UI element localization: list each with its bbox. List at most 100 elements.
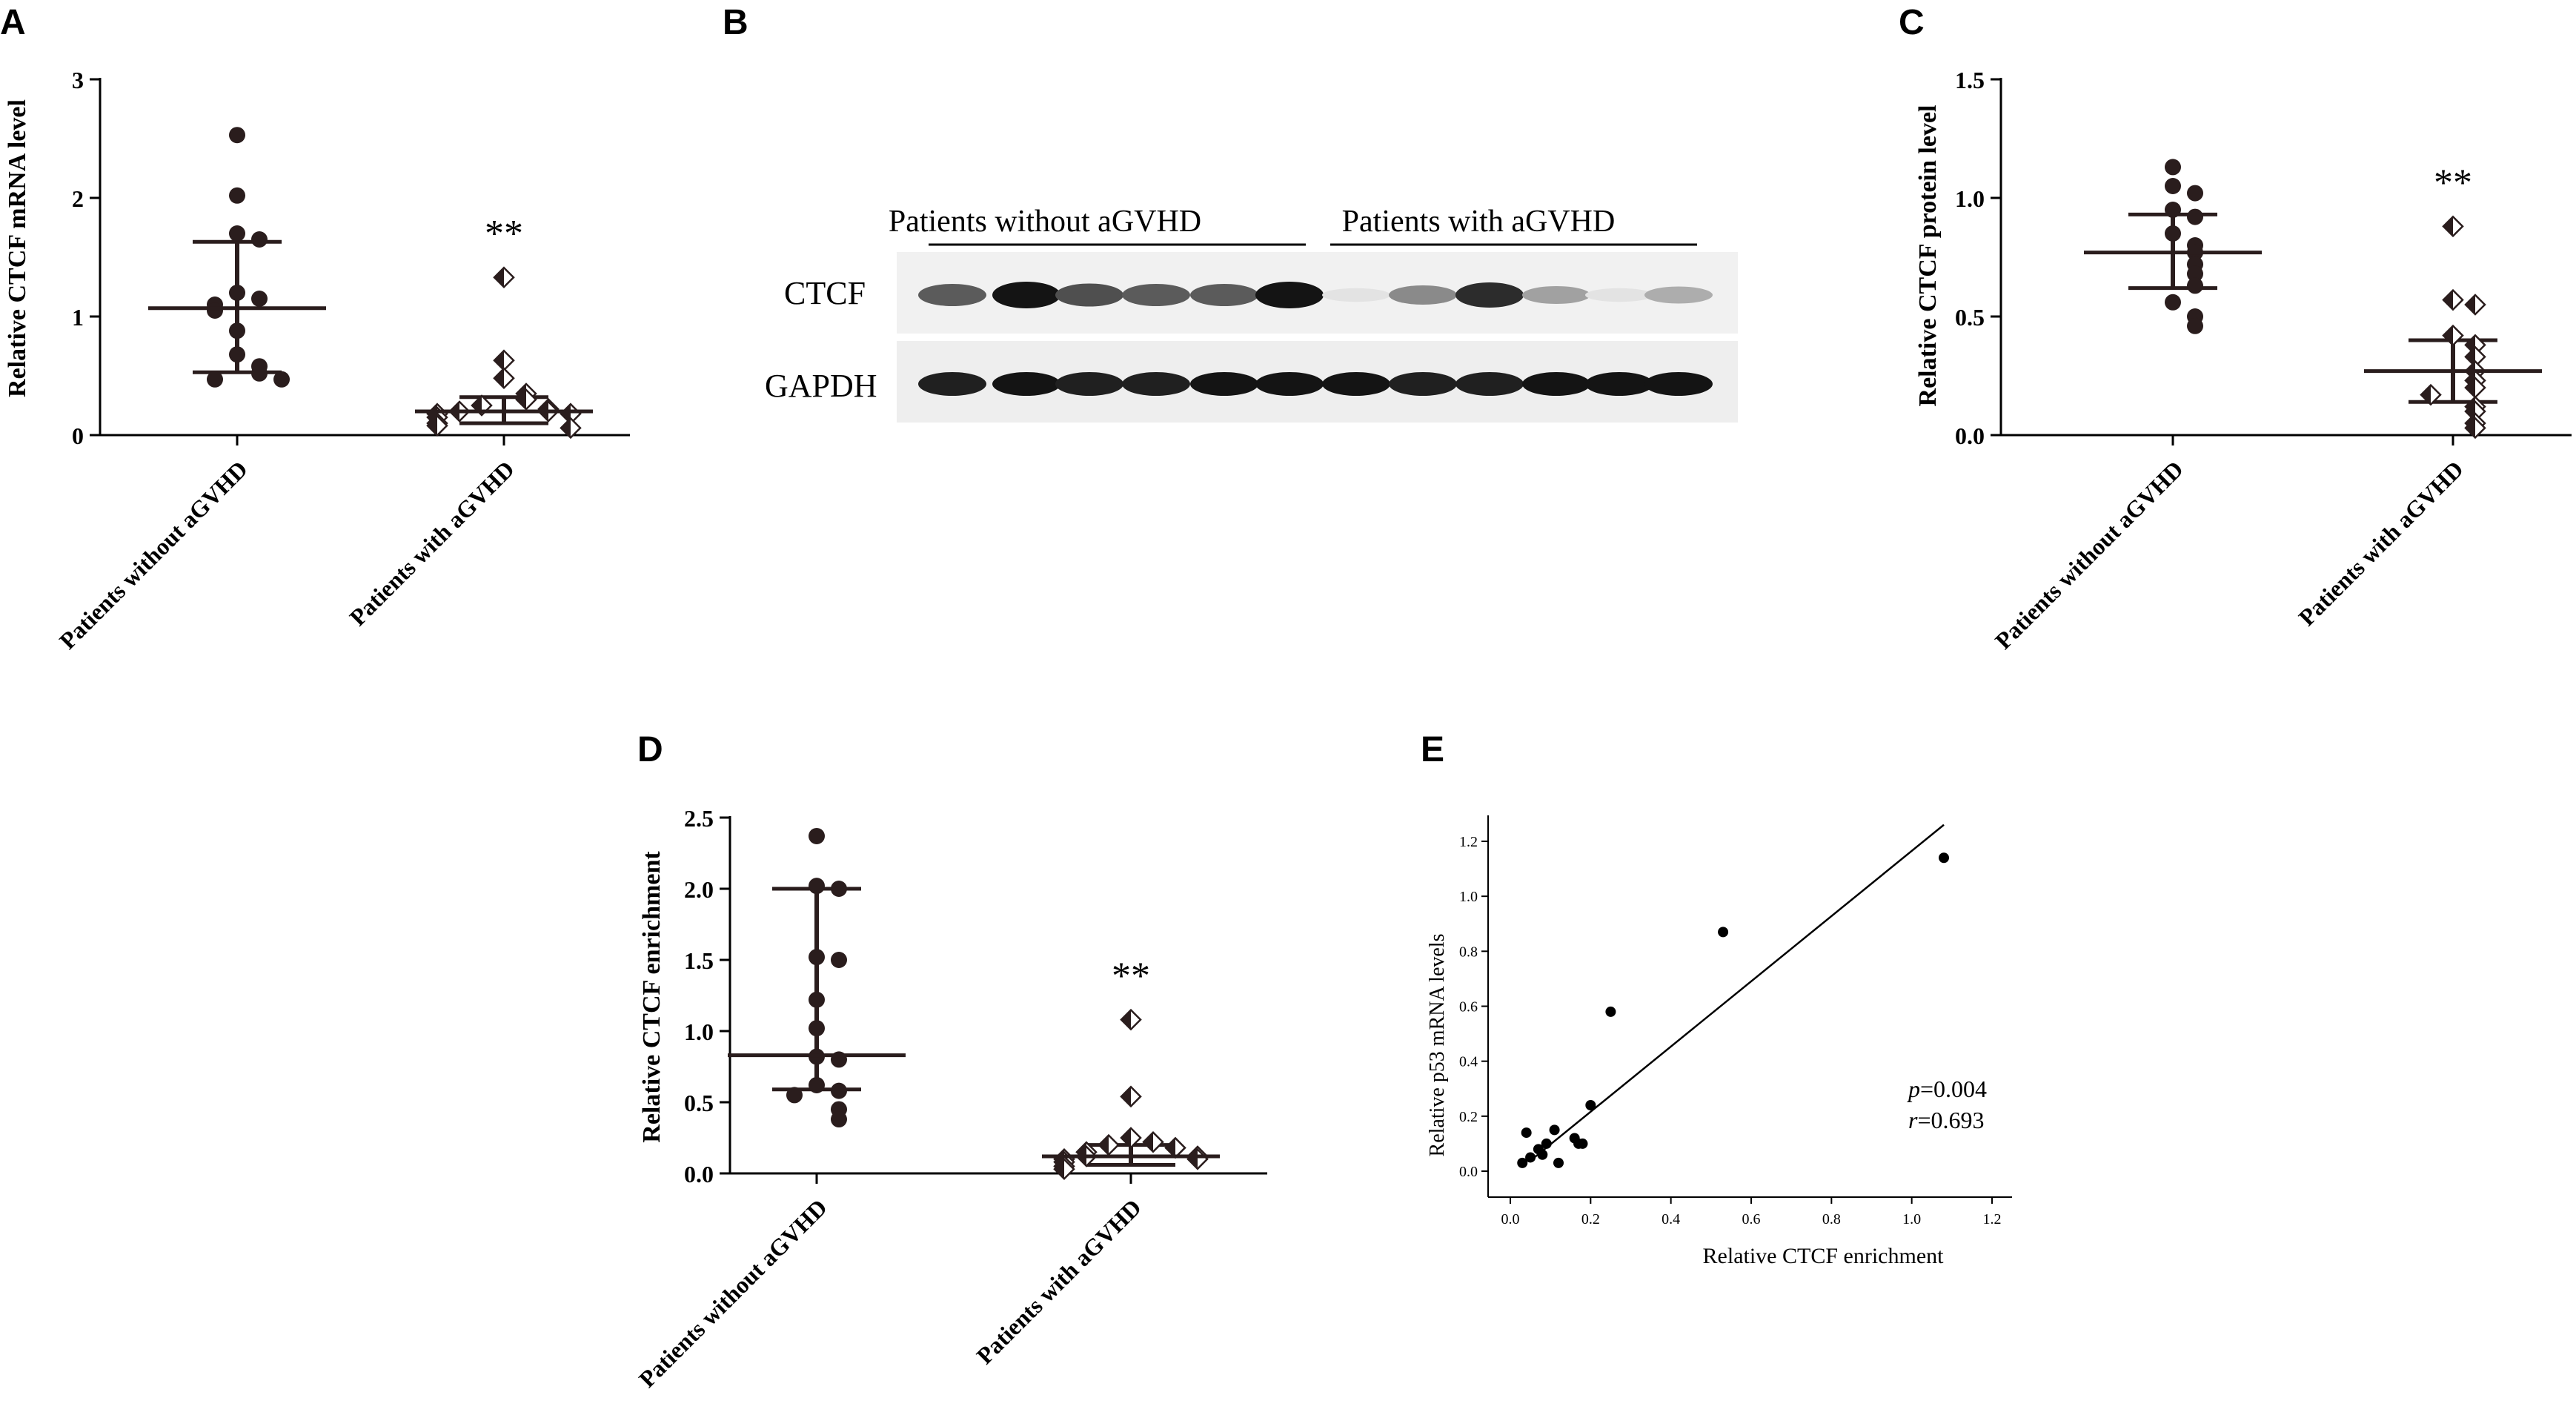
ctcf-band [1585, 288, 1653, 302]
gapdh-band [918, 372, 986, 396]
data-point [831, 952, 847, 968]
x-tick-label: 0.4 [1662, 1211, 1680, 1228]
y-tick-label: 0 [72, 423, 84, 449]
x-tick-label: 0.0 [1501, 1211, 1520, 1228]
data-point [809, 827, 825, 844]
gapdh-band [1322, 372, 1390, 396]
ctcf-band [992, 282, 1060, 308]
panel-e-r-annotation: r=0.693 [1908, 1107, 1985, 1133]
data-point [560, 417, 582, 440]
data-point [1605, 1006, 1616, 1017]
panel-e-p-annotation: p=0.004 [1907, 1076, 1987, 1102]
data-point [2165, 159, 2181, 176]
data-point [831, 881, 847, 897]
data-point [251, 231, 268, 248]
data-point [229, 346, 245, 363]
data-point [1120, 1127, 1142, 1149]
data-point [809, 878, 825, 895]
data-point [251, 291, 268, 307]
data-point [1585, 1100, 1596, 1110]
y-tick-label: 0.0 [1955, 423, 1985, 449]
y-tick-label: 2.0 [684, 876, 714, 903]
ctcf-band [1255, 282, 1324, 308]
data-point [1718, 927, 1729, 938]
y-tick-label: 1.0 [1459, 889, 1478, 905]
data-point [786, 1087, 803, 1104]
data-point [1098, 1133, 1120, 1156]
panel-e-r-value: =0.693 [1917, 1107, 1984, 1133]
data-point [229, 187, 245, 204]
data-point [229, 225, 245, 242]
data-point [2442, 324, 2464, 347]
data-point [229, 322, 245, 339]
y-tick-label: 0.5 [1955, 304, 1985, 331]
data-point [2187, 185, 2203, 202]
panel-label-d: D [637, 730, 663, 769]
y-tick-label: 1 [72, 304, 84, 331]
data-point [809, 1020, 825, 1037]
data-point [2165, 178, 2181, 194]
data-point [2187, 317, 2203, 334]
data-point [207, 371, 223, 388]
regression-line [1533, 824, 1945, 1159]
y-tick-label: 0.6 [1459, 999, 1478, 1016]
gapdh-band [1585, 372, 1653, 396]
y-tick-label: 0.5 [684, 1090, 714, 1116]
gapdh-band [1055, 372, 1123, 396]
data-point [1525, 1152, 1536, 1163]
panel-d-y-label: Relative CTCF enrichment [638, 851, 665, 1143]
x-tick-label: 0.8 [1822, 1211, 1841, 1228]
x-category-label: Patients without aGVHD [54, 455, 253, 654]
data-point [2442, 288, 2464, 311]
gapdh-band [1389, 372, 1457, 396]
ctcf-band [1644, 286, 1713, 304]
data-point [2187, 265, 2203, 282]
data-point [2464, 294, 2486, 316]
gapdh-band [1522, 372, 1590, 396]
data-point [273, 371, 290, 388]
data-point [831, 1082, 847, 1099]
ctcf-band [1190, 284, 1258, 306]
x-category-label: Patients with aGVHD [344, 455, 519, 631]
blot-row-label-ctcf: CTCF [784, 275, 866, 311]
y-tick-label: 1.2 [1459, 834, 1478, 850]
y-tick-label: 2 [72, 185, 84, 212]
data-point [2165, 202, 2181, 218]
x-category-label: Patients with aGVHD [971, 1193, 1146, 1369]
panel-c-chart: Relative CTCF protein level 0.0 0.5 1.0 1.5… [1914, 67, 2572, 655]
y-tick-label: 1.0 [684, 1018, 714, 1045]
y-tick-label: 0.0 [684, 1161, 714, 1187]
y-tick-label: 0.0 [1459, 1164, 1478, 1180]
significance-marker: ** [485, 213, 523, 255]
data-point [1939, 852, 1949, 864]
significance-marker: ** [1112, 955, 1150, 998]
panel-e-y-label: Relative p53 mRNA levels [1426, 934, 1449, 1157]
ctcf-band [1122, 284, 1190, 306]
data-point [1537, 1149, 1548, 1160]
data-point [1142, 1130, 1164, 1153]
y-tick-label: 2.5 [684, 805, 714, 832]
panel-label-a: A [0, 3, 26, 42]
panel-e-chart: Relative CTCF enrichment Relative p53 mR… [1426, 815, 2012, 1268]
data-point [1517, 1157, 1528, 1168]
data-point [493, 349, 515, 371]
data-point [2165, 294, 2181, 311]
gapdh-band [1122, 372, 1190, 396]
blot-group-label-without: Patients without aGVHD [889, 205, 1201, 239]
panel-label-e: E [1421, 730, 1444, 769]
x-category-label: Patients without aGVHD [634, 1193, 832, 1392]
data-point [2442, 215, 2464, 238]
panel-e-x-label: Relative CTCF enrichment [1703, 1244, 1945, 1268]
data-point [229, 127, 245, 144]
x-tick-label: 1.2 [1983, 1211, 2002, 1228]
data-point [2420, 383, 2442, 406]
data-point [229, 285, 245, 301]
gapdh-band [1255, 372, 1324, 396]
x-tick-label: 0.2 [1581, 1211, 1600, 1228]
data-point [493, 266, 515, 288]
data-point [2464, 417, 2486, 440]
y-tick-label: 1.0 [1955, 185, 1985, 212]
panel-b-blot: Patients without aGVHD Patients with aGV… [765, 205, 1738, 423]
panel-label-c: C [1899, 3, 1925, 42]
